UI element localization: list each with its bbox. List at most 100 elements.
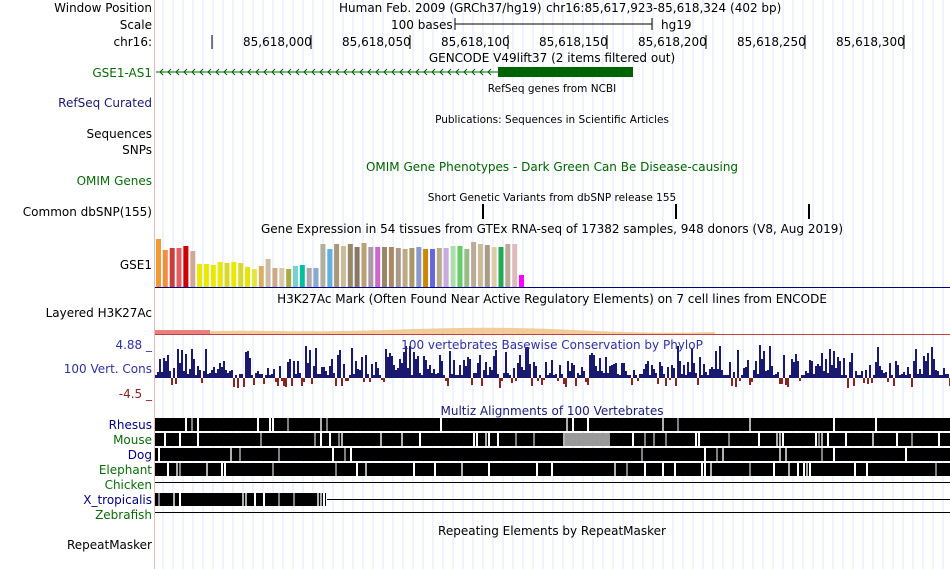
alignment-variation	[827, 433, 829, 446]
cons-pos-bar	[571, 363, 573, 378]
h3k27ac-track-title: H3K27Ac Mark (Often Found Near Active Re…	[277, 292, 827, 306]
cons-neg-bar	[445, 378, 447, 381]
dbsnp-track-label[interactable]: Common dbSNP(155)	[22, 205, 152, 219]
cons-pos-bar	[203, 371, 205, 378]
cons-neg-bar	[243, 378, 245, 387]
cons-pos-bar	[719, 346, 721, 378]
refseq-track-label[interactable]: RefSeq Curated	[58, 96, 152, 110]
cons-pos-bar	[209, 373, 211, 378]
cons-neg-bar	[785, 378, 787, 385]
cons-track-label[interactable]: 100 Vert. Cons	[63, 362, 152, 376]
alignment-variation	[653, 433, 655, 446]
alignment-variation	[515, 433, 517, 446]
cons-pos-bar	[323, 367, 325, 378]
strand-arrow	[335, 68, 340, 76]
cons-pos-bar	[843, 358, 845, 378]
cons-pos-bar	[497, 374, 499, 378]
cons-pos-bar	[547, 375, 549, 378]
species-label-xtropicalis[interactable]: X_tropicalis	[83, 493, 152, 507]
h3k27ac-signal[interactable]	[155, 327, 950, 335]
cons-neg-bar	[531, 378, 533, 386]
cons-pos-bar	[525, 347, 527, 378]
track-image[interactable]	[155, 0, 950, 569]
gtex-tissue-bar	[190, 251, 196, 287]
gtex-tissue-bar	[430, 249, 435, 287]
gtex-tissue-bar	[457, 246, 463, 287]
cons-pos-bar	[925, 361, 927, 378]
strand-arrow	[159, 68, 164, 76]
alignment-variation	[197, 433, 199, 446]
species-label-chicken[interactable]: Chicken	[104, 478, 152, 492]
species-label-mouse[interactable]: Mouse	[113, 433, 152, 447]
cons-pos-bar	[529, 364, 531, 378]
strand-arrow	[311, 68, 316, 76]
cons-pos-bar	[603, 373, 605, 378]
cons-pos-bar	[191, 349, 193, 378]
cons-pos-bar	[415, 359, 417, 378]
alignment-variation	[263, 493, 265, 506]
cons-pos-bar	[389, 353, 391, 378]
gtex-tissue-bar	[402, 249, 408, 287]
alignment-variation	[641, 448, 643, 461]
cons-pos-bar	[875, 362, 877, 378]
cons-pos-bar	[425, 360, 427, 378]
scale-bases-text: 100 bases	[391, 18, 453, 32]
cons-pos-bar	[217, 369, 219, 378]
cons-pos-bar	[409, 346, 411, 378]
cons-pos-bar	[195, 375, 197, 378]
cons-pos-bar	[305, 346, 307, 378]
repeatmasker-track-label[interactable]: RepeatMasker	[66, 538, 152, 552]
cons-pos-bar	[207, 374, 209, 378]
strand-arrow	[303, 68, 308, 76]
alignment-variation	[287, 418, 289, 431]
cons-pos-bar	[671, 365, 673, 378]
h3k27ac-track-label[interactable]: Layered H3K27Ac	[45, 306, 152, 320]
multiz-alignment-blocks[interactable]	[155, 418, 950, 513]
alignment-variation	[698, 433, 700, 446]
alignment-variation	[815, 433, 817, 446]
strand-arrow	[319, 68, 324, 76]
gtex-tissue-bar	[245, 267, 250, 287]
species-label-rhesus[interactable]: Rhesus	[108, 418, 152, 432]
cons-pos-bar	[869, 365, 871, 378]
species-label-elephant[interactable]: Elephant	[98, 463, 152, 477]
cons-pos-bar	[523, 370, 525, 378]
cons-neg-bar	[631, 378, 633, 385]
alignment-variation	[413, 463, 415, 476]
cons-neg-bar	[557, 378, 559, 381]
gtex-track-label[interactable]: GSE1	[119, 258, 152, 272]
cons-neg-bar	[171, 378, 173, 385]
cons-pos-bar	[257, 371, 259, 378]
alignment-variation	[911, 433, 913, 446]
cons-neg-bar	[481, 378, 483, 386]
cons-pos-bar	[759, 345, 761, 378]
conservation-plot[interactable]	[155, 345, 950, 388]
cons-pos-bar	[485, 362, 487, 378]
cons-pos-bar	[185, 354, 187, 378]
cons-pos-bar	[455, 375, 457, 378]
cons-pos-bar	[845, 375, 847, 378]
species-label-zebrafish[interactable]: Zebrafish	[95, 508, 152, 522]
cons-pos-bar	[861, 371, 863, 378]
snps-track-label[interactable]: SNPs	[122, 143, 152, 157]
gencode-track-label[interactable]: GSE1-AS1	[92, 66, 152, 80]
publications-track-label[interactable]: Sequences	[86, 127, 152, 141]
omim-track-label[interactable]: OMIM Genes	[76, 174, 152, 188]
alignment-variation	[197, 418, 199, 431]
cons-pos-bar	[293, 361, 295, 378]
cons-pos-bar	[783, 355, 785, 378]
cons-pos-bar	[223, 361, 225, 378]
alignment-variation	[320, 418, 322, 431]
cons-pos-bar	[605, 357, 607, 378]
cons-pos-bar	[685, 375, 687, 378]
dbsnp-variants[interactable]	[482, 204, 810, 219]
cons-pos-bar	[753, 370, 755, 378]
cons-pos-bar	[583, 371, 585, 378]
cons-pos-bar	[375, 362, 377, 378]
cons-pos-bar	[755, 361, 757, 378]
cons-pos-bar	[297, 361, 299, 378]
gtex-bars[interactable]	[155, 239, 950, 288]
species-label-dog[interactable]: Dog	[127, 448, 152, 462]
gencode-gene-model[interactable]	[156, 67, 633, 77]
